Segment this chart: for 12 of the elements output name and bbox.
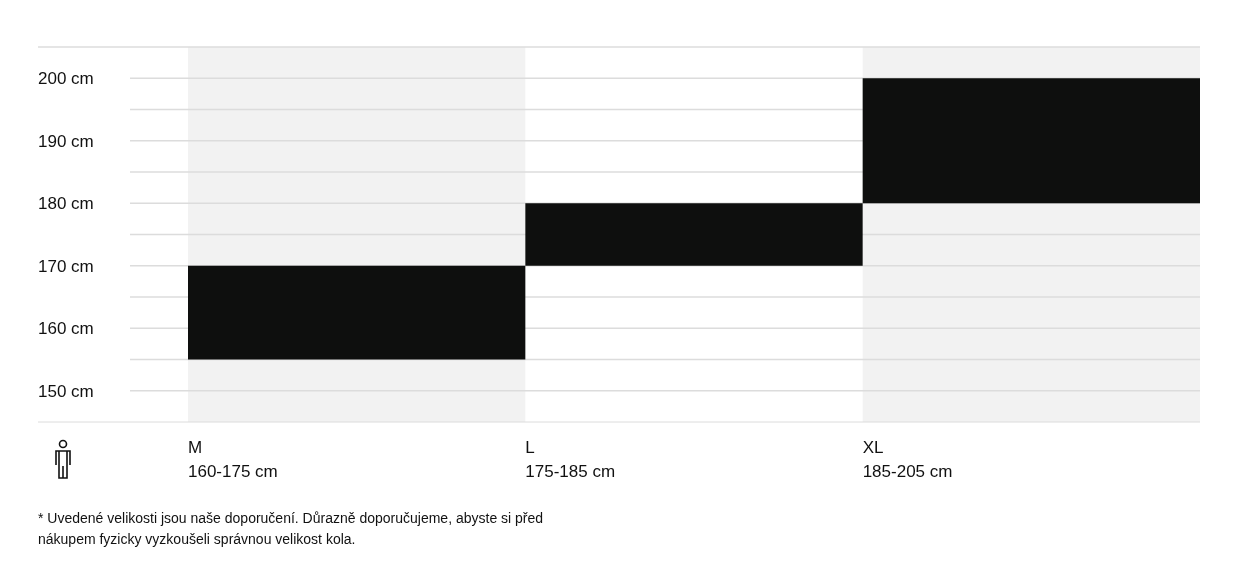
y-tick-label: 190 cm bbox=[38, 131, 94, 151]
y-tick-label: 150 cm bbox=[38, 381, 94, 401]
x-tick-label: M 160-175 cm bbox=[188, 438, 278, 481]
x-tick-label: XL 185-205 cm bbox=[862, 438, 953, 481]
y-tick-label: 180 cm bbox=[38, 194, 94, 214]
x-tick-label: L 175-185 cm bbox=[525, 438, 616, 481]
y-tick-label: 200 cm bbox=[38, 69, 94, 89]
y-tick-label: 160 cm bbox=[38, 319, 94, 339]
y-tick-label: 170 cm bbox=[38, 256, 94, 276]
bar bbox=[188, 265, 526, 360]
text: * Uvedené velikosti jsou naše doporučení. Důrazně doporučujeme, abyste si před nákupem fyzicky vyzkoušeli správnou velikost kola. bbox=[38, 510, 544, 547]
bar bbox=[525, 203, 863, 266]
